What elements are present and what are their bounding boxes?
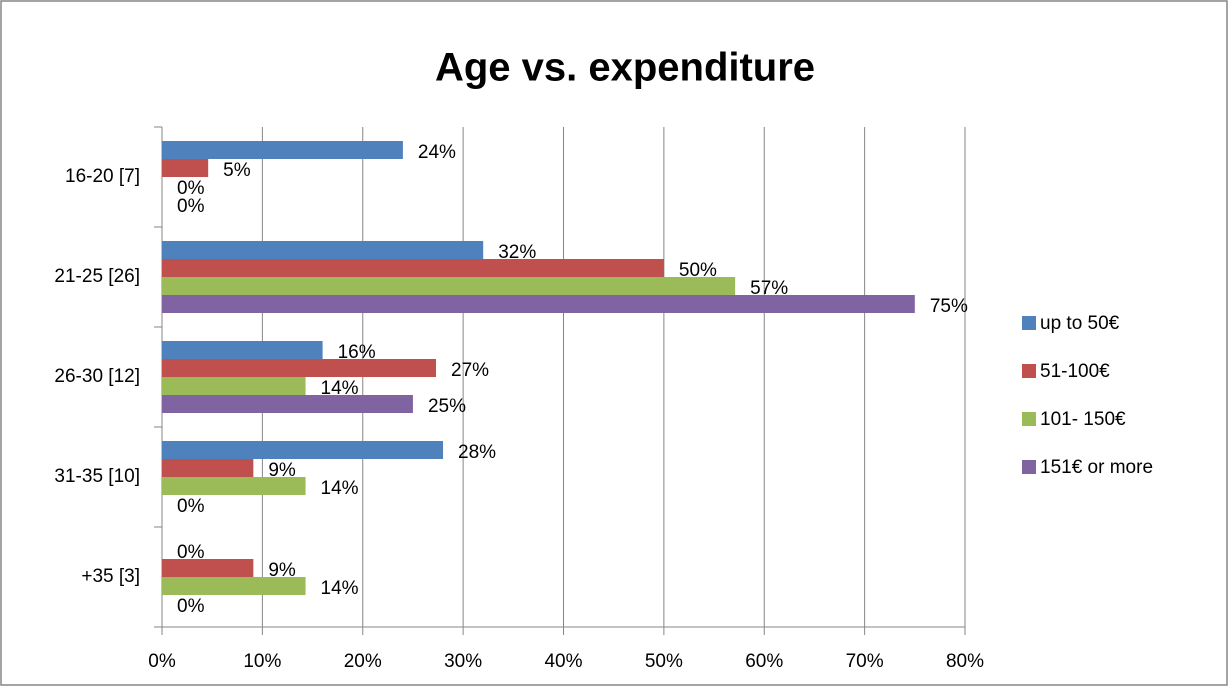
data-label: 0% (177, 542, 205, 563)
legend-label: 51-100€ (1040, 361, 1110, 382)
y-tick-label: 16-20 [7] (65, 166, 140, 187)
y-tick-label: 31-35 [10] (54, 466, 140, 487)
y-tick-label: 26-30 [12] (54, 366, 140, 387)
x-tick-label: 60% (745, 651, 783, 672)
bar (162, 259, 664, 277)
bar (162, 359, 437, 377)
data-label: 14% (321, 578, 359, 599)
bar (162, 141, 403, 159)
x-tick-label: 30% (444, 651, 482, 672)
data-label: 0% (177, 178, 205, 199)
legend-swatch (1022, 364, 1036, 378)
bar (162, 577, 306, 595)
data-label: 9% (268, 460, 296, 481)
x-tick-label: 0% (148, 651, 176, 672)
data-label: 27% (451, 360, 489, 381)
x-tick-label: 80% (946, 651, 984, 672)
data-label: 57% (750, 278, 788, 299)
data-label: 9% (268, 560, 296, 581)
x-tick-label: 40% (544, 651, 582, 672)
legend-label: up to 50€ (1040, 313, 1120, 334)
data-label: 5% (223, 160, 251, 181)
data-label: 0% (177, 596, 205, 617)
chart-title: Age vs. expenditure (435, 46, 815, 90)
x-tick-label: 70% (846, 651, 884, 672)
bar (162, 395, 413, 413)
y-tick-label: 21-25 [26] (54, 266, 140, 287)
bar (162, 459, 254, 477)
bar (162, 377, 306, 395)
data-label: 75% (930, 296, 968, 317)
data-label: 0% (177, 196, 205, 217)
bar (162, 159, 209, 177)
bar (162, 441, 444, 459)
bar (162, 341, 323, 359)
legend-label: 101- 150€ (1040, 409, 1126, 430)
legend-swatch (1022, 460, 1036, 474)
data-label: 28% (458, 442, 496, 463)
data-label: 14% (321, 378, 359, 399)
x-tick-label: 50% (645, 651, 683, 672)
bar (162, 277, 736, 295)
bar (162, 477, 306, 495)
data-label: 24% (418, 142, 456, 163)
x-tick-label: 20% (344, 651, 382, 672)
bar (162, 241, 484, 259)
bar (162, 559, 254, 577)
data-label: 32% (498, 242, 536, 263)
data-label: 25% (428, 396, 466, 417)
data-label: 0% (177, 496, 205, 517)
bar (162, 295, 915, 313)
legend-label: 151€ or more (1040, 457, 1153, 478)
data-label: 16% (338, 342, 376, 363)
legend-swatch (1022, 412, 1036, 426)
data-label: 14% (321, 478, 359, 499)
y-tick-label: +35 [3] (81, 566, 140, 587)
data-label: 50% (679, 260, 717, 281)
x-tick-label: 10% (243, 651, 281, 672)
legend-swatch (1022, 316, 1036, 330)
